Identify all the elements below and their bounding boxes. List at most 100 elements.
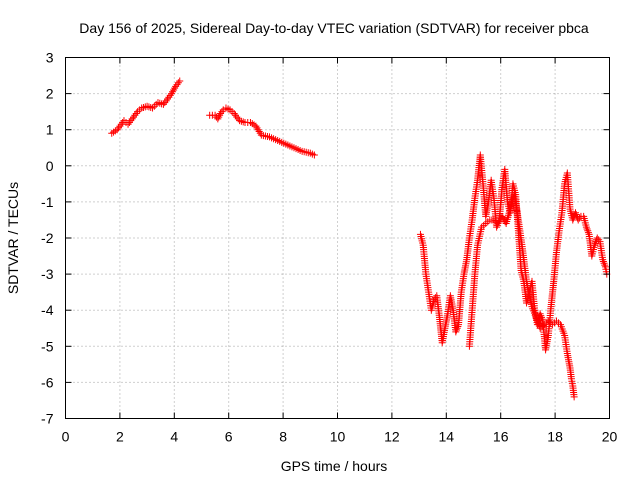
x-tick-label: 20 bbox=[602, 429, 618, 445]
data-point bbox=[128, 115, 136, 123]
x-tick-label: 2 bbox=[116, 429, 124, 445]
data-point bbox=[117, 120, 125, 128]
y-tick-label: -2 bbox=[41, 230, 54, 246]
data-point bbox=[310, 151, 318, 159]
y-tick-label: 2 bbox=[46, 86, 54, 102]
data-point bbox=[159, 100, 167, 108]
data-point bbox=[493, 223, 501, 231]
data-point bbox=[239, 118, 247, 126]
chart-title: Day 156 of 2025, Sidereal Day-to-day VTE… bbox=[79, 20, 589, 36]
data-point bbox=[216, 111, 224, 119]
data-point bbox=[115, 124, 123, 132]
data-point bbox=[599, 257, 607, 265]
data-point bbox=[147, 103, 155, 111]
data-point bbox=[583, 225, 591, 233]
data-point bbox=[233, 113, 241, 121]
data-point bbox=[143, 102, 151, 110]
data-point bbox=[495, 218, 503, 226]
x-tick-label: 8 bbox=[279, 429, 287, 445]
x-tick-label: 12 bbox=[384, 429, 400, 445]
y-tick-label: -6 bbox=[41, 374, 54, 390]
data-point bbox=[108, 129, 116, 137]
data-point bbox=[131, 111, 139, 119]
data-point bbox=[584, 227, 592, 235]
data-point bbox=[154, 99, 162, 107]
data-point bbox=[217, 109, 225, 117]
data-point bbox=[600, 259, 608, 267]
data-point bbox=[248, 120, 256, 128]
data-point bbox=[164, 95, 171, 103]
data-point bbox=[246, 118, 254, 126]
data-point bbox=[237, 117, 245, 125]
data-point bbox=[453, 326, 460, 334]
data-point bbox=[138, 104, 146, 112]
segment-4 bbox=[465, 191, 578, 401]
data-point bbox=[110, 128, 118, 136]
data-point bbox=[130, 113, 137, 121]
y-tick-label: 1 bbox=[46, 122, 54, 138]
data-point bbox=[132, 109, 140, 117]
data-point bbox=[250, 121, 258, 129]
y-tick-label: -4 bbox=[41, 302, 54, 318]
data-point bbox=[116, 122, 124, 130]
x-tick-label: 6 bbox=[225, 429, 233, 445]
y-tick-label: -1 bbox=[41, 194, 54, 210]
data-point bbox=[165, 93, 173, 101]
data-point bbox=[572, 209, 579, 217]
data-point bbox=[252, 122, 260, 130]
data-point bbox=[170, 86, 178, 94]
x-tick-label: 18 bbox=[547, 429, 563, 445]
x-axis-label: GPS time / hours bbox=[281, 458, 388, 474]
data-point bbox=[111, 127, 119, 135]
data-point bbox=[166, 91, 174, 99]
data-point bbox=[218, 108, 226, 116]
data-point bbox=[584, 229, 592, 237]
data-point bbox=[591, 241, 599, 249]
data-point bbox=[236, 117, 244, 125]
data-point bbox=[214, 115, 222, 123]
data-point bbox=[158, 100, 166, 108]
x-tick-label: 4 bbox=[170, 429, 178, 445]
data-point bbox=[453, 324, 461, 332]
grid-lines bbox=[65, 57, 610, 419]
data-point bbox=[230, 109, 238, 117]
data-point bbox=[161, 99, 169, 107]
data-points bbox=[108, 77, 611, 401]
data-point bbox=[150, 102, 158, 110]
data-point bbox=[127, 117, 135, 125]
data-point bbox=[145, 103, 153, 111]
data-point bbox=[599, 256, 607, 264]
data-point bbox=[232, 111, 239, 119]
y-tick-label: 3 bbox=[46, 50, 54, 66]
data-point bbox=[536, 310, 544, 318]
y-tick-label: -3 bbox=[41, 266, 54, 282]
data-point bbox=[125, 118, 133, 126]
data-point bbox=[172, 82, 180, 90]
data-point bbox=[139, 103, 147, 111]
data-point bbox=[430, 295, 438, 303]
data-point bbox=[498, 212, 506, 220]
data-point bbox=[152, 100, 160, 108]
x-tick-label: 14 bbox=[439, 429, 455, 445]
data-point bbox=[124, 120, 132, 128]
data-point bbox=[255, 128, 263, 136]
data-point bbox=[494, 220, 502, 228]
segment-1 bbox=[108, 77, 184, 137]
data-point bbox=[601, 261, 609, 269]
data-point bbox=[582, 223, 590, 231]
data-point bbox=[156, 99, 164, 107]
data-point bbox=[149, 104, 157, 112]
data-point bbox=[499, 214, 507, 222]
data-point bbox=[173, 81, 181, 89]
y-tick-label: -5 bbox=[41, 338, 54, 354]
data-point bbox=[595, 236, 603, 244]
x-tick-label: 0 bbox=[62, 429, 70, 445]
data-point bbox=[253, 124, 261, 132]
data-point bbox=[215, 113, 223, 121]
y-tick-label: 0 bbox=[46, 158, 54, 174]
data-point bbox=[572, 211, 580, 219]
data-point bbox=[176, 77, 184, 85]
data-point bbox=[493, 221, 501, 229]
